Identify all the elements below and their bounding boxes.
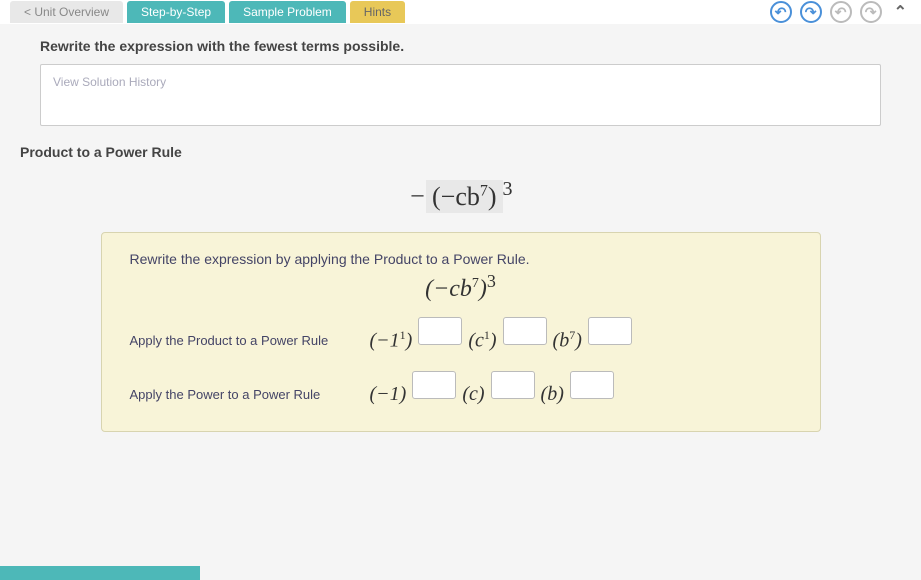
expr-inner: −cb [441, 182, 480, 211]
term-2: (c) [462, 383, 484, 406]
tab-unit-overview[interactable]: < Unit Overview [10, 1, 123, 23]
exponent-input-5[interactable] [491, 371, 535, 399]
exponent-input-6[interactable] [570, 371, 614, 399]
undo-icon[interactable]: ↶ [770, 1, 792, 23]
paren-open: ( [432, 182, 441, 211]
outer-minus: − [408, 182, 426, 211]
term-3: (b7) [553, 328, 582, 353]
inner-exponent: 7 [472, 276, 479, 291]
action-icon[interactable]: ↶ [830, 1, 852, 23]
tab-hints[interactable]: Hints [350, 1, 405, 23]
view-solution-history-link[interactable]: View Solution History [53, 75, 166, 89]
rule-title: Product to a Power Rule [20, 144, 881, 160]
term-1: (−11) [370, 328, 413, 353]
paren-close: ) [488, 182, 497, 211]
redo-icon[interactable]: ↷ [800, 1, 822, 23]
panel-expression: (−cb7)3 [130, 271, 792, 303]
question-title: Rewrite the expression with the fewest t… [40, 38, 881, 54]
exponent-input-4[interactable] [412, 371, 456, 399]
action-icon-2[interactable]: ↷ [860, 1, 882, 23]
term-1: (−1) [370, 383, 407, 406]
power-rule-row: Apply the Power to a Power Rule (−1) (c)… [130, 381, 792, 409]
exponent-input-2[interactable] [503, 317, 547, 345]
product-rule-label: Apply the Product to a Power Rule [130, 333, 370, 348]
product-rule-row: Apply the Product to a Power Rule (−11) … [130, 327, 792, 355]
outer-exponent: 3 [503, 178, 513, 200]
inner-exponent: 7 [480, 182, 488, 199]
footer-strip [0, 566, 200, 580]
panel-instruction: Rewrite the expression by applying the P… [130, 251, 792, 267]
paren-close: ) [479, 276, 487, 302]
tab-step-by-step[interactable]: Step-by-Step [127, 1, 225, 23]
paren-open: ( [425, 276, 433, 302]
work-panel: Rewrite the expression by applying the P… [101, 232, 821, 432]
solution-history-box: View Solution History [40, 64, 881, 126]
term-2: (c1) [468, 328, 496, 353]
power-rule-math: (−1) (c) (b) [370, 381, 614, 409]
term-3: (b) [541, 383, 564, 406]
product-rule-math: (−11) (c1) (b7) [370, 327, 632, 355]
exponent-input-1[interactable] [418, 317, 462, 345]
highlighted-expression: (−cb7) [426, 180, 503, 213]
outer-exponent: 3 [487, 271, 496, 291]
main-expression: −(−cb7)3 [40, 178, 881, 212]
chevron-up-icon[interactable]: ⌃ [890, 2, 911, 22]
power-rule-label: Apply the Power to a Power Rule [130, 387, 370, 402]
exponent-input-3[interactable] [588, 317, 632, 345]
tab-sample-problem[interactable]: Sample Problem [229, 1, 346, 23]
expr-inner: −cb [433, 276, 472, 302]
topbar-actions: ↶ ↷ ↶ ↷ ⌃ [770, 1, 911, 23]
